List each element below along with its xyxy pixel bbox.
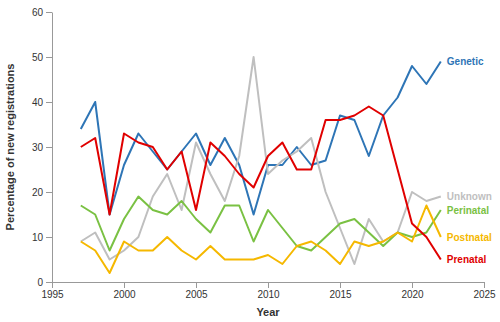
- x-tick-mark: [268, 282, 269, 288]
- x-tick-label: 2010: [257, 289, 280, 300]
- x-tick: 2020: [401, 282, 424, 300]
- y-axis-title: Percentage of new registrations: [4, 64, 16, 231]
- x-tick: 2005: [185, 282, 208, 300]
- y-tick-mark: [46, 57, 52, 58]
- series-line: [81, 206, 441, 274]
- y-tick: 60: [32, 7, 52, 18]
- series-label: Perinatal: [447, 205, 489, 216]
- y-tick-label: 40: [32, 97, 44, 108]
- y-tick-label: 20: [32, 187, 44, 198]
- y-tick-mark: [46, 102, 52, 103]
- x-tick-mark: [124, 282, 125, 288]
- y-tick-label: 0: [37, 277, 43, 288]
- y-tick-mark: [46, 147, 52, 148]
- y-axis: 0 10 20 30 40 50 60: [32, 7, 53, 288]
- x-tick-label: 2005: [185, 289, 208, 300]
- y-tick-mark: [46, 12, 52, 13]
- x-tick: 2000: [113, 282, 136, 300]
- y-tick: 20: [32, 187, 52, 198]
- x-tick-label: 2000: [113, 289, 136, 300]
- y-tick-label: 10: [32, 232, 44, 243]
- y-tick-mark: [46, 282, 52, 283]
- y-tick: 50: [32, 52, 52, 63]
- x-axis: 1995 2000 2005 2010 2015 2020 2025: [41, 282, 496, 300]
- x-tick-mark: [484, 282, 485, 288]
- x-tick: 2015: [329, 282, 352, 300]
- series-label: Postnatal: [447, 232, 492, 243]
- x-tick-mark: [52, 282, 53, 288]
- y-tick-label: 50: [32, 52, 44, 63]
- chart: 1995 2000 2005 2010 2015 2020 2025 0 10 20 30 40 50 6…: [0, 0, 500, 322]
- x-tick-label: 2025: [473, 289, 496, 300]
- x-tick-label: 2020: [401, 289, 424, 300]
- y-axis-line: [52, 13, 53, 283]
- series-line: [81, 57, 441, 264]
- y-tick: 0: [37, 277, 52, 288]
- series-label: Prenatal: [447, 254, 487, 265]
- x-tick-mark: [412, 282, 413, 288]
- x-axis-title: Year: [256, 306, 280, 318]
- x-tick-mark: [340, 282, 341, 288]
- plot: 1995 2000 2005 2010 2015 2020 2025 0 10 20 30 40 50 6…: [32, 7, 496, 300]
- series-line: [81, 62, 441, 215]
- y-tick-mark: [46, 192, 52, 193]
- y-tick: 10: [32, 232, 52, 243]
- y-tick: 30: [32, 142, 52, 153]
- x-tick-label: 1995: [41, 289, 64, 300]
- x-tick-mark: [196, 282, 197, 288]
- series-labels: Genetic Unknown Perinatal Postnatal Prenatal: [447, 56, 492, 265]
- x-tick: 2010: [257, 282, 280, 300]
- x-tick: 2025: [473, 282, 496, 300]
- series-label: Unknown: [447, 191, 492, 202]
- y-tick-label: 60: [32, 7, 44, 18]
- series-line: [81, 197, 441, 251]
- x-tick-label: 2015: [329, 289, 352, 300]
- y-tick-mark: [46, 237, 52, 238]
- series-label: Genetic: [447, 56, 484, 67]
- y-tick: 40: [32, 97, 52, 108]
- series-line: [81, 107, 441, 260]
- lines: [81, 57, 441, 273]
- x-tick: 1995: [41, 282, 64, 300]
- y-tick-label: 30: [32, 142, 44, 153]
